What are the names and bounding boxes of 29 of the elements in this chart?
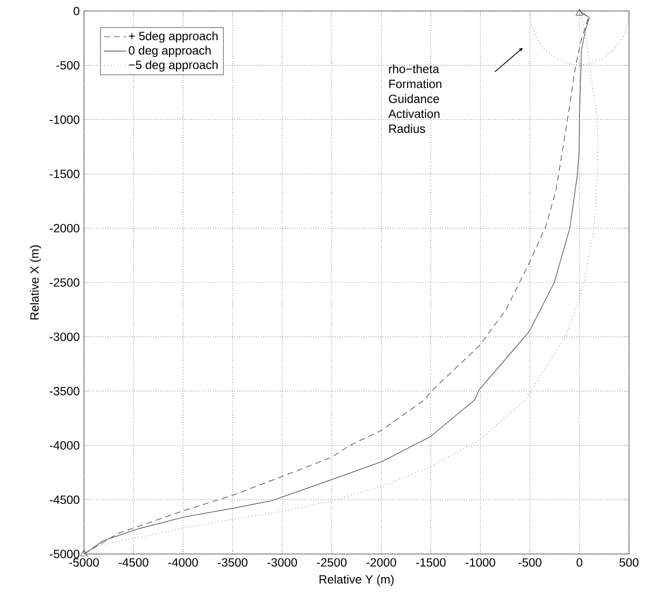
y-axis-title: Relative X (m) bbox=[30, 245, 42, 320]
y-tick-label: -4000 bbox=[50, 441, 80, 450]
y-tick-label: -500 bbox=[56, 61, 80, 70]
y-tick-label: 0 bbox=[74, 6, 80, 16]
x-tick-label: -2000 bbox=[366, 558, 396, 567]
y-tick-label: -1000 bbox=[50, 115, 80, 124]
x-tick-label: -3500 bbox=[218, 558, 248, 567]
y-tick-label: -3500 bbox=[50, 386, 80, 396]
x-tick-label: -500 bbox=[518, 558, 542, 567]
y-tick-label: -4500 bbox=[50, 495, 80, 504]
x-tick-label: -4000 bbox=[168, 558, 198, 567]
x-axis-title: Relative Y (m) bbox=[320, 574, 394, 586]
x-tick-label: -5000 bbox=[69, 558, 99, 567]
legend-label: + 5deg approach bbox=[128, 31, 218, 43]
x-tick-label: -1500 bbox=[416, 558, 446, 567]
x-tick-label: 0 bbox=[576, 558, 582, 567]
y-tick-label: -2000 bbox=[50, 224, 80, 232]
y-tick-label: -2500 bbox=[50, 278, 80, 287]
x-tick-label: -4500 bbox=[118, 558, 148, 567]
x-tick-label: 500 bbox=[620, 558, 639, 567]
x-tick-label: -1000 bbox=[466, 558, 496, 567]
annotation: rho−theta Formation Guidance Activation Radius bbox=[388, 64, 442, 133]
y-tick-label: -3000 bbox=[50, 332, 80, 342]
y-tick-label: -1500 bbox=[50, 170, 80, 178]
x-tick-label: -3000 bbox=[267, 558, 298, 567]
y-tick-label: -5000 bbox=[50, 550, 80, 558]
legend-label: 0 deg approach bbox=[128, 46, 211, 58]
x-tick-label: -2500 bbox=[316, 558, 347, 567]
legend-label: −5 deg approach bbox=[128, 60, 218, 72]
